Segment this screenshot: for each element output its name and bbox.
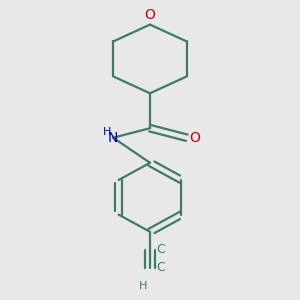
Text: N: N	[108, 131, 119, 145]
Text: C: C	[156, 261, 165, 274]
Text: H: H	[103, 127, 111, 137]
Text: O: O	[145, 8, 155, 22]
Text: C: C	[156, 243, 165, 256]
Text: H: H	[139, 281, 147, 291]
Text: O: O	[189, 131, 200, 145]
